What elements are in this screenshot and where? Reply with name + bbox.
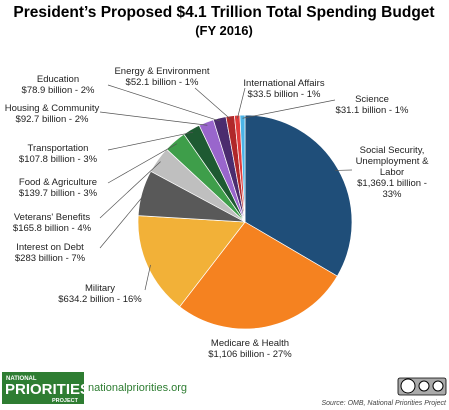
logo-text: PROJECT bbox=[52, 398, 79, 404]
value-label: $634.2 billion - 16% bbox=[58, 294, 142, 305]
category-label: Science bbox=[355, 94, 389, 105]
license-icon bbox=[397, 377, 447, 396]
category-label: Food & Agriculture bbox=[18, 177, 98, 188]
leader-line bbox=[194, 87, 231, 120]
leader-line bbox=[242, 99, 336, 119]
leader-line bbox=[99, 193, 146, 249]
slice-label: Social Security, Unemployment & Labor $1,… bbox=[347, 145, 437, 200]
slice-label: Energy & Environment $52.1 billion - 1% bbox=[112, 66, 212, 88]
value-label: $139.7 billion - 3% bbox=[18, 188, 98, 199]
slice-label: Military $634.2 billion - 16% bbox=[45, 283, 155, 305]
value-label: $107.8 billion - 3% bbox=[18, 154, 98, 165]
pie-slice bbox=[244, 114, 353, 277]
category-label: Veterans' Benefits bbox=[13, 212, 91, 223]
category-label: Education bbox=[36, 74, 80, 85]
chart-title: President’s Proposed $4.1 Trillion Total… bbox=[13, 4, 434, 21]
category-label: International Affairs bbox=[243, 78, 325, 89]
value-label: $33.5 billion - 1% bbox=[247, 89, 321, 100]
category-label: Social Security, Unemployment & Labor bbox=[355, 145, 429, 178]
value-label: $92.7 billion - 2% bbox=[15, 114, 89, 125]
value-label: $31.1 billion - 1% bbox=[335, 105, 409, 116]
leader-line bbox=[237, 87, 246, 119]
leader-line bbox=[107, 84, 221, 122]
slice-label: Housing & Community $92.7 billion - 2% bbox=[2, 103, 102, 125]
category-label: Transportation bbox=[27, 143, 89, 154]
slice-label: Education $78.9 billion - 2% bbox=[8, 74, 108, 96]
category-label: Military bbox=[84, 283, 116, 294]
source: Source: OMB, National Priorities Project bbox=[322, 400, 448, 407]
value-label: $165.8 billion - 4% bbox=[12, 223, 92, 234]
slice-label: Transportation $107.8 billion - 3% bbox=[8, 143, 108, 165]
value-label: $52.1 billion - 1% bbox=[125, 77, 199, 88]
value-label: $283 billion - 7% bbox=[14, 253, 86, 264]
website: nationalpriorities.org bbox=[88, 382, 187, 394]
slice-label: Food & Agriculture $139.7 billion - 3% bbox=[8, 177, 108, 199]
slice-label: Veterans' Benefits $165.8 billion - 4% bbox=[2, 212, 102, 234]
logo: NATIONAL PRIORITIES PROJECT bbox=[2, 372, 90, 404]
value-label: $78.9 billion - 2% bbox=[21, 85, 95, 96]
chart-subtitle: (FY 2016) bbox=[195, 23, 253, 38]
category-label: Medicare & Health bbox=[210, 338, 290, 349]
value-label: $1,369.1 billion - 33% bbox=[357, 178, 427, 200]
leader-line bbox=[99, 111, 208, 126]
leader-line bbox=[99, 161, 161, 219]
pie-slice bbox=[239, 114, 246, 223]
slice-label: Medicare & Health $1,106 billion - 27% bbox=[195, 338, 305, 360]
category-label: Housing & Community bbox=[4, 103, 100, 114]
slice-label: International Affairs $33.5 billion - 1% bbox=[229, 78, 339, 100]
value-label: $1,106 billion - 27% bbox=[208, 349, 292, 360]
category-label: Interest on Debt bbox=[16, 242, 84, 253]
pie-slice bbox=[137, 215, 246, 308]
category-label: Energy & Environment bbox=[114, 66, 210, 77]
leader-line bbox=[144, 264, 151, 291]
slice-label: Interest on Debt $283 billion - 7% bbox=[5, 242, 95, 264]
pie-slice bbox=[179, 221, 338, 330]
leader-line bbox=[107, 143, 178, 184]
leader-line bbox=[107, 131, 194, 151]
slice-label: Science $31.1 billion - 1% bbox=[332, 94, 412, 116]
logo-box bbox=[2, 372, 84, 404]
logo-text: NATIONAL bbox=[6, 376, 37, 382]
logo-text: PRIORITIES bbox=[5, 381, 90, 398]
